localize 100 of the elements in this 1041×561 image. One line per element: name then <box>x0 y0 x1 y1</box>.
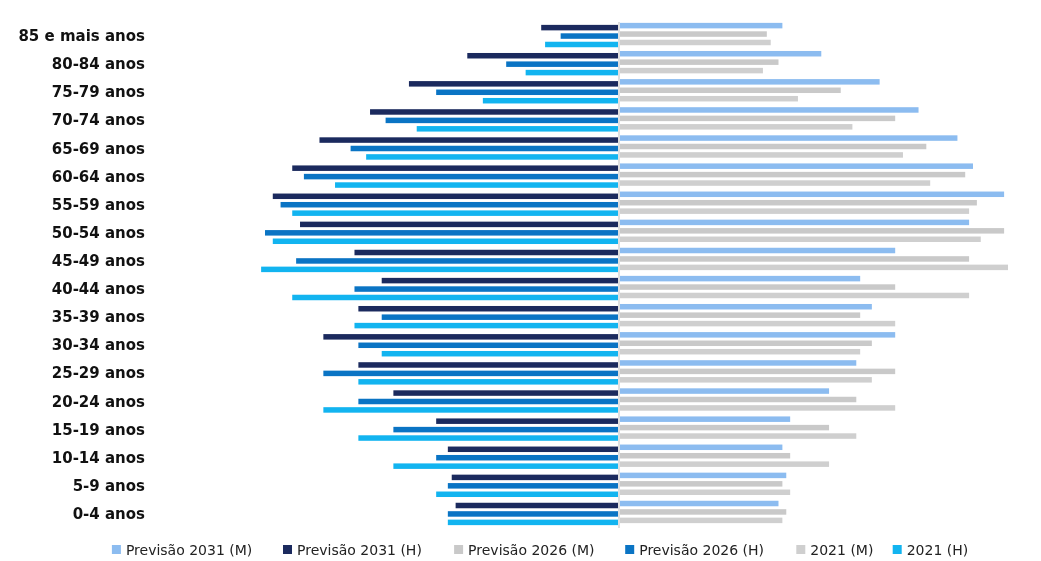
bar <box>300 221 618 228</box>
bar <box>358 435 618 441</box>
bar <box>261 266 618 273</box>
bar <box>482 97 618 104</box>
y-tick-label: 50-54 anos <box>51 223 146 242</box>
bar <box>436 491 618 498</box>
bar <box>620 332 896 338</box>
bar <box>620 461 830 467</box>
bar <box>447 519 618 526</box>
bar <box>323 407 618 413</box>
bar <box>620 50 822 57</box>
legend-label: Previsão 2026 (H) <box>639 542 765 558</box>
bar <box>385 117 618 124</box>
bar <box>358 398 618 405</box>
bar <box>272 193 618 200</box>
bar <box>620 180 931 186</box>
bar <box>620 219 970 226</box>
bar <box>620 388 830 394</box>
bar <box>620 348 861 355</box>
bar <box>620 67 763 74</box>
bar <box>620 275 861 282</box>
bar <box>366 154 618 160</box>
bar <box>620 236 981 243</box>
bar <box>436 454 618 461</box>
bar <box>620 472 787 479</box>
bar <box>393 426 618 433</box>
bar <box>620 95 798 102</box>
bar <box>620 39 771 46</box>
bar <box>620 152 903 158</box>
bar <box>354 249 618 256</box>
bar <box>541 24 618 31</box>
y-tick-label: 70-74 anos <box>51 111 146 130</box>
bar <box>335 182 618 188</box>
y-tick-label: 30-34 anos <box>51 336 146 355</box>
y-tick-label: 0-4 anos <box>72 504 146 523</box>
bar <box>381 314 618 320</box>
bar <box>620 500 779 507</box>
bar <box>292 210 618 216</box>
y-tick-label: 80-84 anos <box>51 55 146 74</box>
y-tick-label: 65-69 anos <box>51 139 146 158</box>
bar <box>620 433 857 439</box>
bar <box>620 191 1005 198</box>
bar <box>525 69 618 76</box>
bar <box>416 126 618 132</box>
bar <box>560 33 618 39</box>
bar <box>265 230 618 236</box>
bar <box>620 444 783 451</box>
bar <box>272 238 618 245</box>
bar <box>319 137 618 143</box>
bar <box>447 511 618 517</box>
y-tick-label: 35-39 anos <box>51 308 146 327</box>
bar <box>620 163 973 169</box>
bar <box>296 258 618 264</box>
bar <box>323 334 618 340</box>
bar <box>620 377 872 383</box>
legend-label: 2021 (M) <box>810 542 874 558</box>
y-tick-label: 25-29 anos <box>51 364 146 383</box>
bar <box>620 416 791 422</box>
bar <box>620 107 919 113</box>
y-tick-label: 60-64 anos <box>51 167 146 186</box>
bar <box>506 61 618 67</box>
legend-label: Previsão 2031 (H) <box>297 542 422 558</box>
bar <box>381 350 618 357</box>
bar <box>620 292 970 299</box>
bar <box>323 370 618 377</box>
bar <box>358 379 618 385</box>
bar <box>292 165 618 171</box>
legend-label: Previsão 2026 (M) <box>468 542 595 558</box>
y-tick-label: 20-24 anos <box>51 392 146 411</box>
bar <box>358 342 618 349</box>
bar <box>370 109 618 115</box>
bar <box>354 286 618 292</box>
legend-label: Previsão 2031 (M) <box>125 542 253 558</box>
bar <box>447 483 618 489</box>
bar <box>467 52 618 59</box>
bar <box>436 418 618 424</box>
bar <box>620 208 970 214</box>
bar <box>620 79 880 85</box>
bar <box>620 264 1008 271</box>
bar <box>303 173 618 180</box>
bar <box>350 145 618 152</box>
bar <box>620 360 857 366</box>
y-tick-label: 15-19 anos <box>51 420 146 439</box>
bar <box>292 294 618 301</box>
bar <box>436 89 618 96</box>
bar <box>451 474 618 481</box>
y-tick-label: 55-59 anos <box>51 195 146 214</box>
bar <box>620 405 896 411</box>
bar <box>358 305 618 312</box>
y-tick-label: 5-9 anos <box>72 476 146 495</box>
bar <box>620 517 783 524</box>
bar <box>358 362 618 368</box>
y-tick-label: 75-79 anos <box>51 83 146 102</box>
bar <box>620 489 791 496</box>
bar <box>447 446 618 453</box>
bar <box>620 135 958 141</box>
bar <box>393 463 618 469</box>
bar <box>455 502 618 509</box>
y-tick-label: 10-14 anos <box>51 448 146 467</box>
legend-label: 2021 (H) <box>906 542 969 558</box>
